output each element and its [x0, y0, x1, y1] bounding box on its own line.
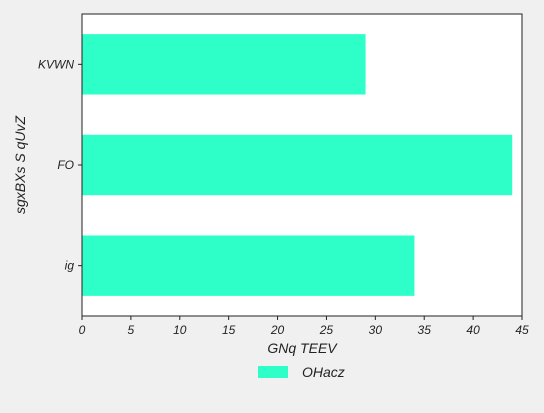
x-tick-label: 30	[369, 323, 383, 337]
x-tick-label: 5	[128, 323, 135, 337]
x-axis-label: GNq TEEV	[267, 340, 338, 356]
bars-layer	[82, 34, 513, 296]
x-tick-label: 15	[222, 323, 236, 337]
x-tick-label: 10	[173, 323, 187, 337]
y-tick-label: ig	[65, 259, 75, 273]
legend: OHacz	[258, 364, 345, 380]
x-tick-label: 25	[319, 323, 334, 337]
x-tick-label: 0	[79, 323, 86, 337]
bar-fo	[82, 134, 513, 196]
bar-ig	[82, 235, 415, 296]
x-tick-label: 45	[515, 323, 529, 337]
x-tick-label: 40	[466, 323, 480, 337]
legend-swatch	[258, 366, 288, 378]
y-tick-label: KVWN	[38, 57, 74, 71]
y-axis-ticks: KVWN FO ig	[38, 57, 82, 273]
x-tick-label: 20	[270, 323, 285, 337]
x-axis-ticks: 0 5 10 15 20 25 30 35 40 45	[79, 316, 529, 337]
bar-kvwn	[82, 34, 366, 95]
y-tick-label: FO	[57, 158, 74, 172]
x-tick-label: 35	[418, 323, 432, 337]
legend-label: OHacz	[302, 364, 345, 380]
y-axis-label: sgxBXs S qUvZ	[12, 116, 28, 214]
